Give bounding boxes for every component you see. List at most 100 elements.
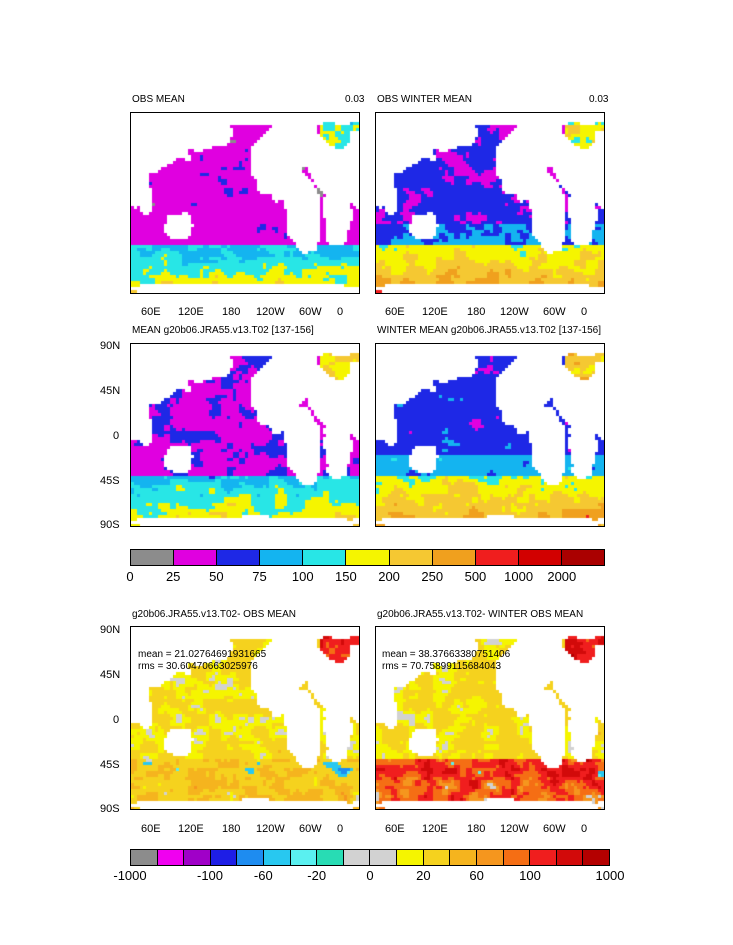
colorbar-label: 150 <box>335 569 357 584</box>
map-field <box>376 113 604 293</box>
colorbar-label: 1000 <box>595 868 625 883</box>
lat-label: 90N <box>100 624 121 636</box>
colorbar-swatch <box>343 850 371 865</box>
colorbar-swatch <box>530 850 557 865</box>
colorbar-label: 250 <box>421 569 444 584</box>
lat-label: 0 <box>113 430 120 442</box>
lat-label: 90N <box>100 340 121 352</box>
colorbar-swatch <box>346 550 390 565</box>
lon-label: 60W <box>299 823 322 835</box>
colorbar-swatch <box>518 550 562 565</box>
lon-label: 60W <box>543 306 566 318</box>
lon-label: 180 <box>467 306 486 318</box>
lon-label: 120W <box>500 306 529 318</box>
lon-label: 0 <box>337 823 344 835</box>
colorbar-swatch <box>210 850 238 865</box>
lon-label: 180 <box>222 823 241 835</box>
stat-rms-diff-winter: rms = 70.75899115684043 <box>382 661 502 672</box>
map-field <box>131 627 359 809</box>
map-field <box>376 627 604 809</box>
lon-label: 120W <box>256 306 285 318</box>
panel-right-label-obs-winter-mean: 0.03 <box>589 94 609 105</box>
map-panel-diff-mean <box>130 626 360 810</box>
colorbar-label: 1000 <box>504 569 534 584</box>
lon-label: 60E <box>385 306 405 318</box>
panel-title-obs-winter-mean: OBS WINTER MEAN <box>377 94 473 105</box>
panel-title-model-mean: MEAN g20b06.JRA55.v13.T02 [137-156] <box>132 325 314 336</box>
colorbar-label: -20 <box>307 868 327 883</box>
colorbar-label: 100 <box>519 868 541 883</box>
colorbar-label: -100 <box>196 868 224 883</box>
colorbar-swatch <box>423 850 451 865</box>
colorbar-label: 20 <box>416 868 431 883</box>
panel-title-diff-winter-mean: g20b06.JRA55.v13.T02- WINTER OBS MEAN <box>377 609 584 620</box>
lon-label: 120W <box>256 823 285 835</box>
panel-title-diff-mean: g20b06.JRA55.v13.T02- OBS MEAN <box>132 609 296 620</box>
colorbar-label: 500 <box>464 569 487 584</box>
lat-label: 45S <box>100 475 120 487</box>
colorbar-label: -60 <box>253 868 273 883</box>
colorbar-label: -1000 <box>113 868 147 883</box>
colorbar-label: 0 <box>366 868 374 883</box>
map-field <box>376 344 604 526</box>
colorbar-swatch <box>583 850 609 865</box>
colorbar-label: 25 <box>165 569 181 584</box>
lon-label: 60W <box>543 823 566 835</box>
map-panel-model-mean <box>130 343 360 527</box>
colorbar-swatch <box>217 550 261 565</box>
colorbar-swatch <box>260 550 304 565</box>
stat-rms-diff: rms = 30.60470663025976 <box>138 661 258 672</box>
colorbar-difference <box>130 849 610 866</box>
colorbar-swatch <box>556 850 584 865</box>
colorbar-swatch <box>475 550 519 565</box>
colorbar-label: 100 <box>291 569 314 584</box>
colorbar-label: 0 <box>126 569 134 584</box>
lon-label: 120E <box>178 306 204 318</box>
lon-label: 60E <box>141 823 161 835</box>
colorbar-swatch <box>503 850 531 865</box>
colorbar-swatch <box>290 850 318 865</box>
colorbar-label: 75 <box>252 569 267 584</box>
colorbar-label: 200 <box>378 569 400 584</box>
lon-label: 60E <box>385 823 405 835</box>
colorbar-swatch <box>432 550 476 565</box>
lon-label: 120W <box>500 823 529 835</box>
colorbar-swatch <box>131 550 175 565</box>
colorbar-swatch <box>174 550 218 565</box>
lon-label: 180 <box>467 823 486 835</box>
colorbar-swatch <box>264 850 291 865</box>
lon-label: 0 <box>581 823 588 835</box>
stat-mean-diff-winter: mean = 38.37663380751406 <box>382 649 511 660</box>
colorbar-swatch <box>303 550 347 565</box>
lon-label: 0 <box>337 306 344 318</box>
map-field <box>131 113 359 293</box>
lon-label: 60E <box>141 306 161 318</box>
map-panel-model-winter-mean <box>375 343 605 527</box>
map-panel-obs-winter-mean <box>375 112 605 294</box>
panel-title-obs-mean: OBS MEAN <box>132 94 185 105</box>
colorbar-swatch <box>184 850 211 865</box>
colorbar-swatch <box>450 850 477 865</box>
lat-label: 45N <box>100 669 121 681</box>
lat-label: 45S <box>100 759 120 771</box>
lat-label: 90S <box>100 803 120 815</box>
colorbar-swatch <box>237 850 265 865</box>
colorbar-swatch <box>370 850 398 865</box>
lat-label: 45N <box>100 385 121 397</box>
lat-label: 90S <box>100 519 120 531</box>
lon-label: 120E <box>422 306 448 318</box>
colorbar-absolute <box>130 549 605 566</box>
colorbar-swatch <box>561 550 605 565</box>
map-panel-diff-winter-mean <box>375 626 605 810</box>
colorbar-swatch <box>389 550 433 565</box>
colorbar-swatch <box>131 850 158 865</box>
map-panel-obs-mean <box>130 112 360 294</box>
map-field <box>131 344 359 526</box>
colorbar-swatch <box>476 850 504 865</box>
colorbar-swatch <box>317 850 344 865</box>
lon-label: 60W <box>299 306 322 318</box>
stat-mean-diff: mean = 21.02764691931665 <box>138 649 267 660</box>
colorbar-label: 60 <box>469 868 484 883</box>
colorbar-swatch <box>397 850 424 865</box>
panel-title-model-winter-mean: WINTER MEAN g20b06.JRA55.v13.T02 [137-15… <box>377 325 601 336</box>
